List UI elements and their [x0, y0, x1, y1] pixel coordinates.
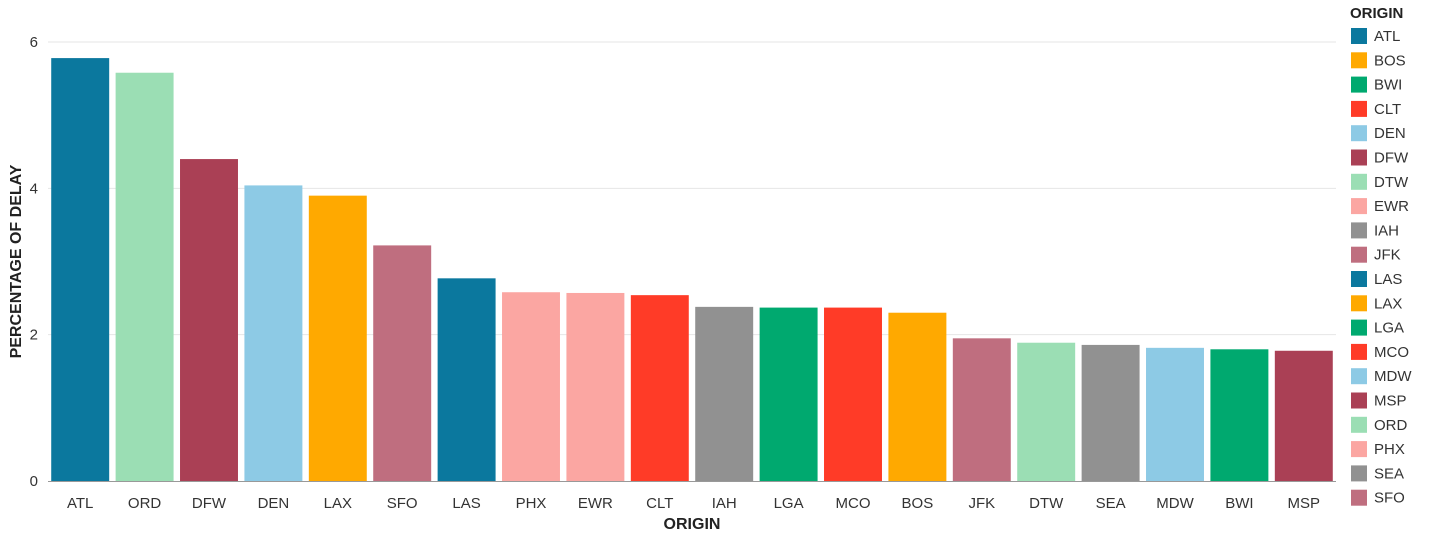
- legend-item-jfk: JFK: [1374, 247, 1401, 264]
- legend-item-lga: LGA: [1374, 320, 1404, 337]
- x-tick-label: BWI: [1225, 495, 1253, 512]
- bar-phx: [502, 292, 560, 481]
- legend-item-ord: ORD: [1374, 417, 1408, 434]
- legend-item-ewr: EWR: [1374, 198, 1409, 215]
- legend-item-dtw: DTW: [1374, 174, 1409, 191]
- y-tick-label: 6: [30, 34, 38, 51]
- bar-mco: [824, 307, 882, 481]
- legend-swatch: [1351, 173, 1367, 190]
- x-tick-label: ATL: [67, 495, 93, 512]
- x-tick-label: SFO: [387, 495, 418, 512]
- legend-swatch: [1351, 149, 1367, 166]
- legend-swatch: [1351, 343, 1367, 360]
- bar-bos: [888, 312, 947, 481]
- legend-item-mdw: MDW: [1374, 368, 1412, 385]
- legend-item-atl: ATL: [1374, 28, 1400, 45]
- legend-swatch: [1351, 392, 1367, 409]
- bar-dfw: [180, 159, 238, 482]
- legend-swatch: [1351, 368, 1367, 385]
- legend-item-las: LAS: [1374, 271, 1402, 288]
- bar-msp: [1274, 350, 1333, 481]
- y-tick-label: 4: [30, 180, 38, 197]
- bar-sea: [1081, 344, 1140, 481]
- legend-swatch: [1351, 416, 1367, 433]
- gridlines: [48, 41, 1336, 336]
- x-tick-label: LGA: [774, 495, 804, 512]
- bar-bwi: [1210, 349, 1269, 481]
- bars: [51, 58, 1333, 482]
- x-tick-label: IAH: [712, 495, 737, 512]
- x-tick-label: ORD: [128, 495, 162, 512]
- bar-ewr: [566, 292, 625, 481]
- x-tick-label: EWR: [578, 495, 613, 512]
- bar-iah: [695, 306, 754, 481]
- bar-lga: [759, 307, 818, 481]
- y-axis-ticks: 0 2 4 6: [30, 34, 38, 490]
- legend-item-dfw: DFW: [1374, 150, 1409, 167]
- legend-swatch: [1351, 125, 1367, 142]
- y-axis-title: PERCENTAGE OF DELAY: [8, 164, 25, 358]
- legend-swatch: [1351, 489, 1367, 506]
- legend-item-sea: SEA: [1374, 465, 1404, 482]
- x-axis-ticks: ATL ORD DFW DEN LAX SFO LAS PHX EWR CLT IAH LGA MCO B…: [67, 495, 1320, 512]
- legend-swatch: [1351, 319, 1367, 336]
- x-axis-title: ORIGIN: [664, 516, 721, 533]
- legend-item-phx: PHX: [1374, 441, 1405, 458]
- x-tick-label: JFK: [968, 495, 995, 512]
- x-tick-label: DFW: [192, 495, 227, 512]
- legend-swatch: [1351, 222, 1367, 239]
- x-tick-label: MSP: [1288, 495, 1321, 512]
- x-tick-label: BOS: [902, 495, 934, 512]
- legend-swatch: [1351, 271, 1367, 287]
- legend-swatch: [1351, 198, 1367, 215]
- bar-atl: [51, 58, 110, 481]
- bar-lax: [308, 195, 367, 481]
- x-tick-label: DEN: [258, 495, 290, 512]
- bar-den: [244, 185, 303, 481]
- x-tick-label: SEA: [1096, 495, 1126, 512]
- y-tick-label: 0: [30, 473, 38, 490]
- legend-swatch: [1351, 295, 1367, 312]
- legend-title: ORIGIN: [1350, 5, 1403, 22]
- legend-swatch: [1351, 76, 1367, 93]
- legend-item-bwi: BWI: [1374, 77, 1402, 94]
- legend-swatch: [1351, 246, 1367, 263]
- x-tick-label: DTW: [1029, 495, 1064, 512]
- x-tick-label: MDW: [1156, 495, 1194, 512]
- legend-swatch: [1351, 465, 1367, 482]
- bar-clt: [630, 295, 689, 481]
- bar-jfk: [952, 338, 1011, 481]
- legend-item-mco: MCO: [1374, 344, 1409, 361]
- legend-item-bos: BOS: [1374, 52, 1406, 69]
- legend-item-msp: MSP: [1374, 393, 1407, 410]
- bar-sfo: [373, 245, 432, 481]
- legend-swatch: [1351, 441, 1367, 458]
- legend-swatch: [1351, 52, 1367, 69]
- x-tick-label: MCO: [836, 495, 871, 512]
- legend: ORIGIN ATL BOS BWI CLT DEN DFW DTW EWR IAH JFK LAS…: [1350, 5, 1412, 507]
- legend-swatch: [1351, 28, 1367, 44]
- y-tick-label: 2: [30, 327, 38, 344]
- legend-item-lax: LAX: [1374, 295, 1402, 312]
- legend-item-sfo: SFO: [1374, 490, 1405, 507]
- bar-ord: [115, 72, 174, 481]
- legend-swatch: [1351, 100, 1367, 117]
- x-tick-label: CLT: [646, 495, 673, 512]
- bar-las: [437, 278, 496, 481]
- legend-item-iah: IAH: [1374, 222, 1399, 239]
- x-tick-label: PHX: [516, 495, 547, 512]
- legend-item-clt: CLT: [1374, 101, 1401, 118]
- x-tick-label: LAX: [324, 495, 352, 512]
- bar-mdw: [1146, 347, 1204, 481]
- bar-dtw: [1017, 342, 1076, 481]
- x-tick-label: LAS: [452, 495, 480, 512]
- legend-item-den: DEN: [1374, 125, 1406, 142]
